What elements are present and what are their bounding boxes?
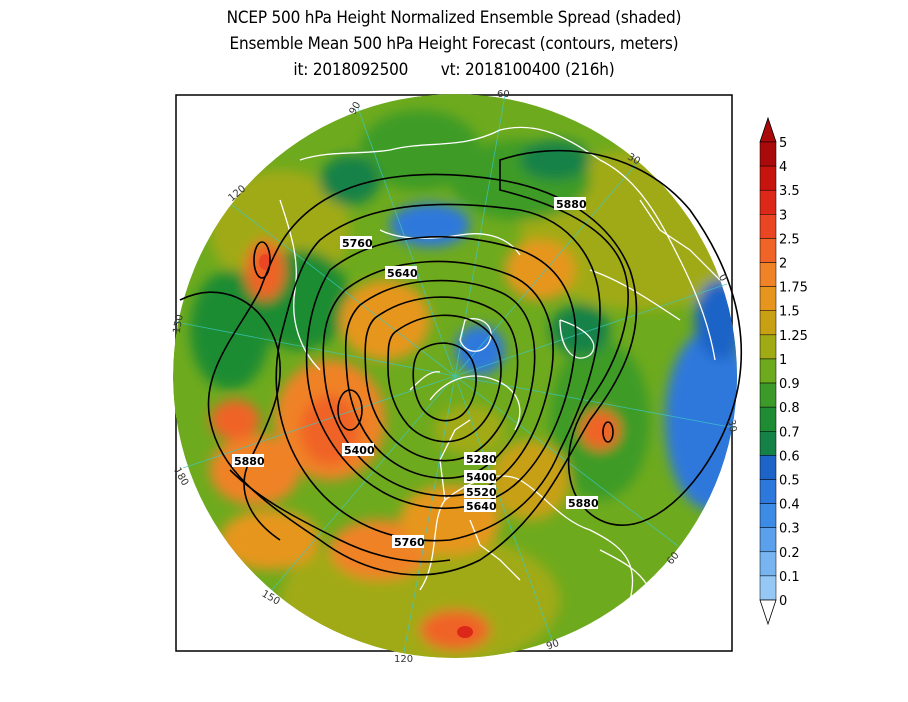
contour-label: 5640 [466, 500, 497, 513]
contour-label: 5280 [466, 453, 497, 466]
lon-label: 0 [716, 273, 729, 284]
colorbar-segment [759, 334, 777, 360]
colorbar-segment [759, 575, 777, 601]
contour-label: 5880 [234, 455, 265, 468]
height-contours [179, 149, 743, 576]
colorbar-high-cap [759, 116, 777, 143]
colorbar-label: 3.5 [779, 184, 800, 199]
contour-label: 5400 [344, 444, 375, 457]
colorbar-segment [759, 455, 777, 480]
colorbar-label: 1.75 [779, 281, 808, 296]
colorbar-label: 4 [779, 160, 787, 175]
colorbar-segment [759, 141, 777, 167]
colorbar-segment [759, 262, 777, 287]
colorbar-label: 3 [779, 208, 787, 223]
lon-label: 150 [172, 314, 186, 335]
title-line-2: Ensemble Mean 500 hPa Height Forecast (c… [229, 34, 679, 54]
lon-label: 30 [725, 419, 738, 433]
colorbar-label: 2 [779, 257, 787, 272]
colorbar-segment [759, 238, 777, 263]
contour-label: 5760 [394, 536, 425, 549]
colorbar-segment [759, 551, 777, 577]
colorbar-segment [759, 189, 777, 215]
lon-label: 120 [394, 654, 413, 665]
colorbar-segment [759, 382, 777, 408]
contour-label: 5880 [556, 198, 587, 211]
title-line-3: it: 2018092500 vt: 2018100400 (216h) [293, 60, 615, 80]
colorbar-segment [759, 406, 777, 432]
colorbar-label: 0.6 [779, 449, 800, 464]
contour-label: 5640 [387, 267, 418, 280]
colorbar-label: 1.5 [779, 305, 800, 320]
contour-labels: 5760 5640 5880 5400 5880 5280 5400 5520 … [232, 197, 599, 549]
colorbar: 0 0.1 0.2 0.3 0.4 0.5 0.6 0.7 0.8 0.9 1 1.25 1.5 1.75… [759, 116, 808, 626]
colorbar-segment [759, 479, 777, 504]
colorbar-label: 0.7 [779, 425, 800, 440]
colorbar-label: 0 [779, 594, 787, 609]
colorbar-label: 0.2 [779, 546, 800, 561]
title-line-1: NCEP 500 hPa Height Normalized Ensemble … [226, 8, 682, 28]
colorbar-label: 0.8 [779, 401, 800, 416]
contour-label: 5400 [466, 471, 497, 484]
colorbar-label: 0.3 [779, 522, 800, 537]
colorbar-segment [759, 431, 777, 456]
colorbar-segment [759, 503, 777, 528]
colorbar-segment [759, 527, 777, 553]
lon-label: 60 [497, 89, 510, 100]
colorbar-label: 5 [779, 136, 787, 151]
colorbar-segment [759, 165, 777, 191]
colorbar-label: 0.9 [779, 377, 800, 392]
colorbar-segment [759, 358, 777, 384]
colorbar-segment [759, 286, 777, 311]
colorbar-segment [759, 214, 777, 239]
colorbar-label: 0.5 [779, 473, 800, 488]
colorbar-segment [759, 310, 777, 336]
lon-label: 90 [545, 638, 561, 653]
colorbar-low-cap [759, 599, 777, 626]
contour-label: 5520 [466, 486, 497, 499]
colorbar-label: 1 [779, 353, 787, 368]
contour-label: 5760 [342, 237, 373, 250]
colorbar-label: 2.5 [779, 232, 800, 247]
colorbar-label: 0.4 [779, 498, 800, 513]
contour-label: 5880 [568, 497, 599, 510]
colorbar-label: 1.25 [779, 329, 808, 344]
colorbar-label: 0.1 [779, 570, 800, 585]
